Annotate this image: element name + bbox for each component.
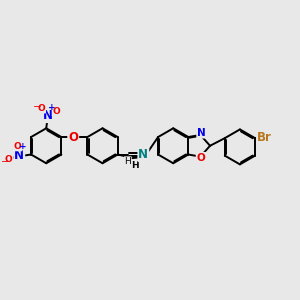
Text: −: − [33,102,41,112]
Text: O: O [68,130,78,143]
Text: H: H [131,161,138,170]
Text: +: + [48,103,56,112]
Text: H: H [124,157,131,166]
Text: +: + [19,142,27,151]
Text: O: O [52,107,60,116]
Text: O: O [14,142,22,151]
Text: O: O [196,153,205,163]
Text: O: O [38,104,45,113]
Text: N: N [138,148,148,161]
Text: N: N [43,109,52,122]
Text: O: O [5,155,12,164]
Text: N: N [14,149,24,162]
Text: N: N [197,128,206,138]
Text: −: − [1,157,10,166]
Text: Br: Br [257,131,272,144]
